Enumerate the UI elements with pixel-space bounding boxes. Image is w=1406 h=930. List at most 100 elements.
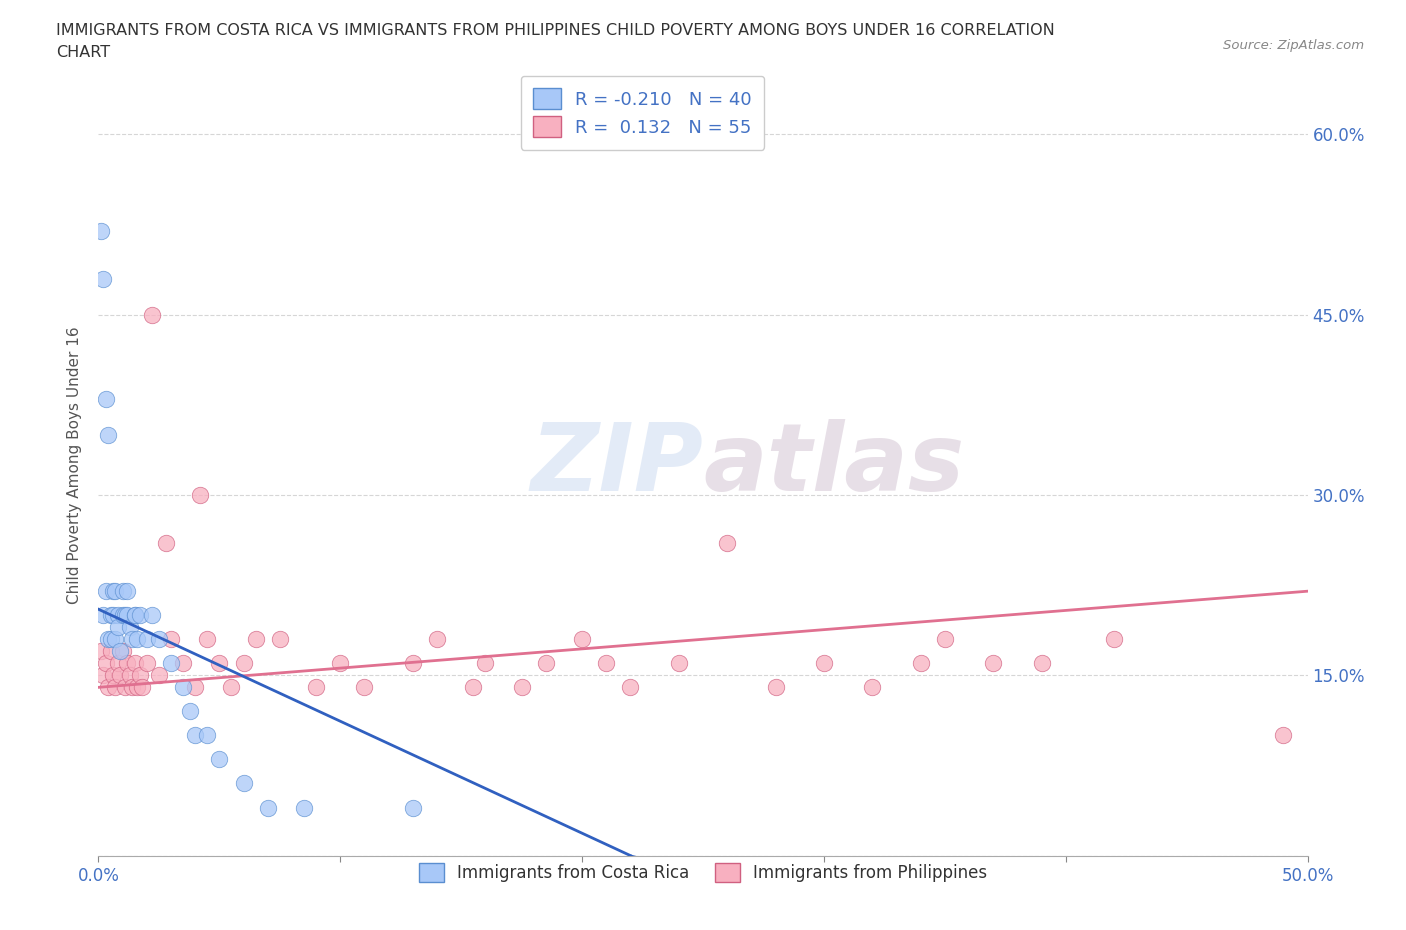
- Point: [101, 584, 124, 599]
- Point: [716, 536, 738, 551]
- Point: [232, 656, 254, 671]
- Point: [135, 631, 157, 646]
- Point: [813, 656, 835, 671]
- Point: [195, 728, 218, 743]
- Point: [668, 656, 690, 671]
- Point: [353, 680, 375, 695]
- Point: [534, 656, 557, 671]
- Point: [107, 608, 129, 623]
- Point: [104, 631, 127, 646]
- Point: [305, 680, 328, 695]
- Point: [179, 704, 201, 719]
- Point: [107, 656, 129, 671]
- Point: [121, 631, 143, 646]
- Point: [101, 668, 124, 683]
- Point: [117, 584, 139, 599]
- Point: [117, 656, 139, 671]
- Point: [128, 668, 150, 683]
- Point: [124, 608, 146, 623]
- Point: [94, 584, 117, 599]
- Point: [256, 800, 278, 815]
- Point: [860, 680, 883, 695]
- Point: [155, 536, 177, 551]
- Point: [474, 656, 496, 671]
- Point: [111, 608, 134, 623]
- Point: [426, 631, 449, 646]
- Text: ZIP: ZIP: [530, 419, 703, 511]
- Point: [127, 631, 149, 646]
- Point: [111, 584, 134, 599]
- Point: [94, 392, 117, 406]
- Point: [208, 656, 231, 671]
- Point: [100, 608, 122, 623]
- Point: [108, 644, 131, 658]
- Point: [910, 656, 932, 671]
- Point: [765, 680, 787, 695]
- Point: [1272, 728, 1295, 743]
- Point: [104, 584, 127, 599]
- Point: [135, 656, 157, 671]
- Point: [184, 728, 207, 743]
- Point: [111, 644, 134, 658]
- Point: [128, 608, 150, 623]
- Point: [97, 680, 120, 695]
- Point: [195, 631, 218, 646]
- Point: [510, 680, 533, 695]
- Text: CHART: CHART: [56, 45, 110, 60]
- Point: [118, 668, 141, 683]
- Point: [188, 487, 211, 502]
- Point: [124, 608, 146, 623]
- Point: [104, 680, 127, 695]
- Point: [117, 608, 139, 623]
- Point: [619, 680, 641, 695]
- Point: [114, 608, 136, 623]
- Point: [91, 608, 114, 623]
- Point: [595, 656, 617, 671]
- Point: [91, 272, 114, 286]
- Point: [402, 800, 425, 815]
- Point: [160, 656, 183, 671]
- Point: [329, 656, 352, 671]
- Point: [184, 680, 207, 695]
- Point: [100, 644, 122, 658]
- Text: IMMIGRANTS FROM COSTA RICA VS IMMIGRANTS FROM PHILIPPINES CHILD POVERTY AMONG BO: IMMIGRANTS FROM COSTA RICA VS IMMIGRANTS…: [56, 23, 1054, 38]
- Point: [127, 680, 149, 695]
- Point: [141, 608, 163, 623]
- Point: [292, 800, 315, 815]
- Point: [101, 608, 124, 623]
- Point: [100, 631, 122, 646]
- Point: [232, 776, 254, 790]
- Point: [269, 631, 291, 646]
- Point: [402, 656, 425, 671]
- Point: [97, 428, 120, 443]
- Point: [1031, 656, 1053, 671]
- Point: [571, 631, 593, 646]
- Point: [124, 656, 146, 671]
- Point: [981, 656, 1004, 671]
- Point: [108, 668, 131, 683]
- Point: [107, 619, 129, 634]
- Point: [90, 644, 112, 658]
- Point: [141, 307, 163, 322]
- Legend: Immigrants from Costa Rica, Immigrants from Philippines: Immigrants from Costa Rica, Immigrants f…: [408, 852, 998, 894]
- Point: [245, 631, 267, 646]
- Point: [934, 631, 956, 646]
- Point: [160, 631, 183, 646]
- Point: [172, 656, 194, 671]
- Y-axis label: Child Poverty Among Boys Under 16: Child Poverty Among Boys Under 16: [67, 326, 83, 604]
- Point: [118, 619, 141, 634]
- Text: Source: ZipAtlas.com: Source: ZipAtlas.com: [1223, 39, 1364, 52]
- Point: [208, 752, 231, 767]
- Point: [97, 631, 120, 646]
- Point: [463, 680, 485, 695]
- Point: [90, 223, 112, 238]
- Point: [131, 680, 153, 695]
- Point: [121, 680, 143, 695]
- Point: [114, 680, 136, 695]
- Text: atlas: atlas: [703, 419, 965, 511]
- Point: [221, 680, 243, 695]
- Point: [148, 668, 170, 683]
- Point: [91, 668, 114, 683]
- Point: [1102, 631, 1125, 646]
- Point: [172, 680, 194, 695]
